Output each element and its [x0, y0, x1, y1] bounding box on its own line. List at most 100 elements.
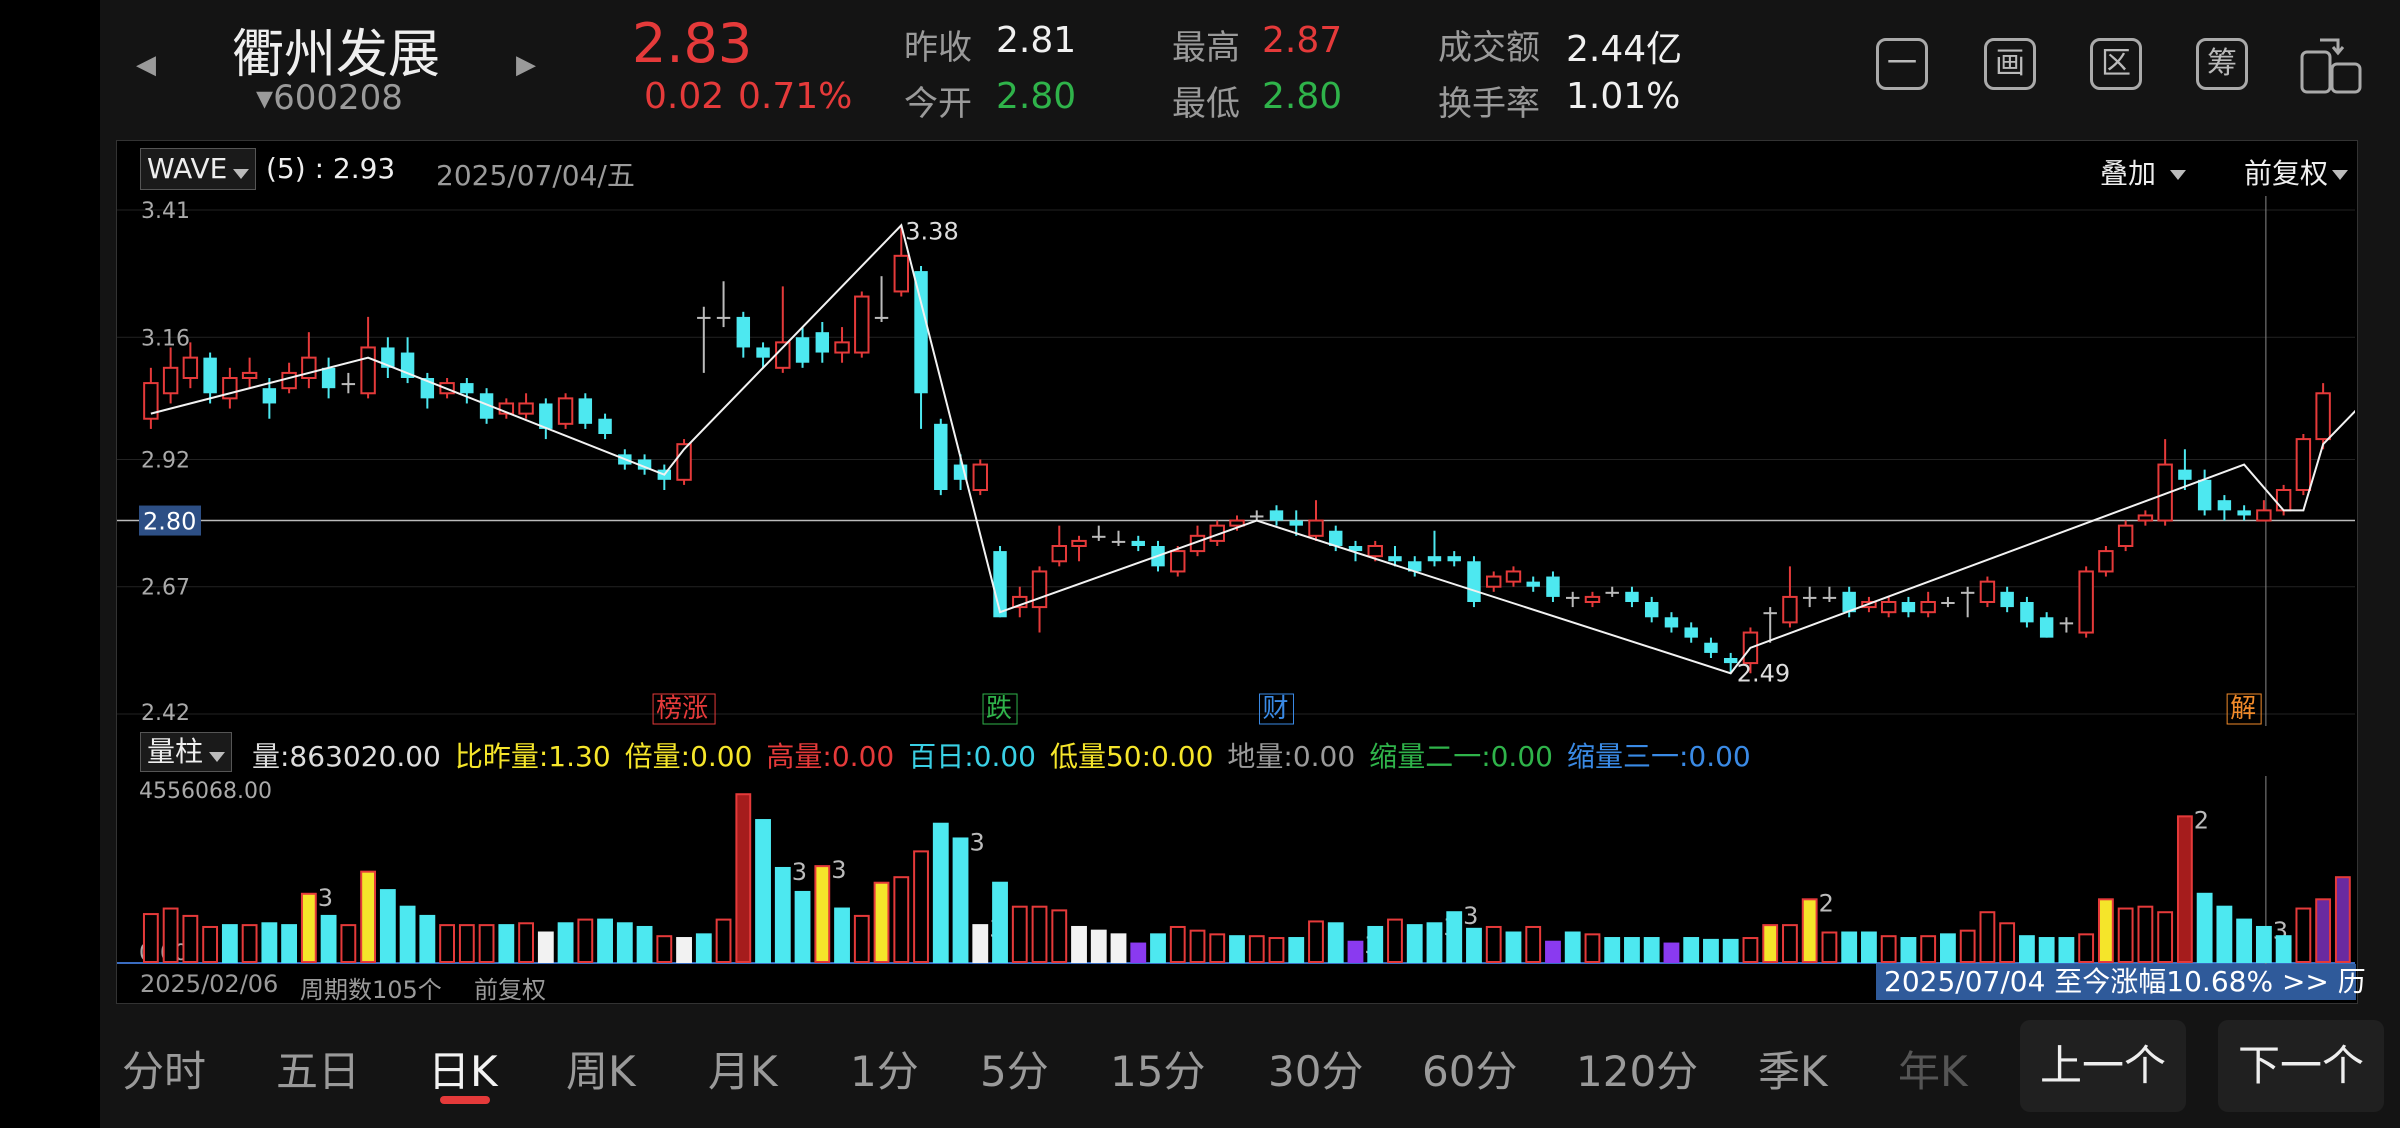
candle — [1526, 576, 1540, 592]
candle-body — [1664, 617, 1679, 628]
wave-label: WAVE — [147, 152, 228, 185]
next-stock-arrow-icon[interactable]: ▶ — [516, 50, 536, 80]
range-icon[interactable]: 区 — [2090, 38, 2142, 90]
volume-chart[interactable]: 4556068.000.0033333333223 — [117, 776, 2355, 966]
tab-60分[interactable]: 60分 — [1422, 1047, 1518, 1096]
candle — [1664, 612, 1679, 633]
wave-indicator-dropdown[interactable]: WAVE — [140, 148, 257, 190]
candle — [1250, 510, 1264, 521]
tab-年K[interactable]: 年K — [1898, 1047, 1968, 1096]
volume-bar — [261, 922, 278, 964]
candle — [301, 332, 317, 389]
tab-5分[interactable]: 5分 — [980, 1047, 1049, 1096]
candle — [1092, 525, 1106, 541]
candle-body — [1447, 556, 1461, 562]
candle — [2039, 612, 2054, 638]
candle-body — [557, 397, 574, 425]
volume-bar — [1920, 935, 1937, 963]
candle-body — [2039, 617, 2054, 638]
volume-bar — [1505, 931, 1522, 964]
prev-button[interactable]: 上一个 — [2020, 1020, 2186, 1112]
tab-15分[interactable]: 15分 — [1110, 1047, 1206, 1096]
volume-bar — [557, 922, 574, 964]
candle-body — [1763, 612, 1777, 615]
candle-body — [1782, 595, 1798, 624]
candle — [1289, 510, 1303, 536]
candle-body — [1367, 545, 1383, 558]
candle-body — [1505, 570, 1522, 583]
candle — [321, 357, 336, 399]
tab-1分[interactable]: 1分 — [850, 1047, 919, 1096]
candle-body — [1329, 530, 1343, 546]
tab-30分[interactable]: 30分 — [1268, 1047, 1364, 1096]
candle-body — [2137, 514, 2154, 522]
volume-bar — [2078, 933, 2095, 963]
tab-120分[interactable]: 120分 — [1576, 1047, 1699, 1096]
event-marker-box — [2226, 693, 2262, 725]
candle-body — [498, 402, 515, 415]
stock-code-dropdown[interactable]: ▾600208 — [256, 78, 403, 118]
tab-日K[interactable]: 日K — [428, 1047, 498, 1096]
volume-bar — [715, 918, 732, 964]
tab-周K[interactable]: 周K — [566, 1047, 636, 1096]
candle — [2295, 434, 2312, 496]
volume-bar — [2275, 935, 2292, 963]
volume-bar — [992, 881, 1008, 963]
candle-body — [1092, 535, 1106, 538]
candle — [2137, 510, 2154, 526]
rotate-screen-icon[interactable] — [2298, 34, 2364, 96]
amount-value: 2.44亿 — [1566, 29, 1683, 70]
volume-bar — [1209, 933, 1226, 963]
candle — [598, 413, 612, 440]
candle — [2315, 383, 2331, 450]
volume-bar — [1722, 938, 1739, 963]
candle-body — [1644, 602, 1659, 618]
volume-bar — [873, 881, 890, 963]
candle-body — [834, 341, 850, 354]
draw-icon[interactable]: 画 — [1984, 38, 2036, 90]
tab-分时[interactable]: 分时 — [122, 1047, 207, 1096]
chips-icon[interactable]: 筹 — [2196, 38, 2248, 90]
candle-body — [1031, 570, 1048, 609]
candle-body — [2078, 570, 2094, 634]
candle-body — [2157, 463, 2173, 522]
volume-bar — [1288, 937, 1305, 964]
active-tab-underline — [440, 1096, 490, 1104]
candle — [1051, 525, 1067, 567]
candle — [1486, 571, 1502, 592]
chart-panel — [116, 140, 2358, 1004]
tab-五日[interactable]: 五日 — [276, 1047, 361, 1096]
volume-bar-label: 3 — [318, 884, 333, 912]
candle-body — [1822, 596, 1837, 599]
volume-bar — [221, 924, 238, 963]
candle-body — [2178, 469, 2192, 480]
candle — [1723, 652, 1738, 674]
amount-label: 成交额 — [1438, 28, 1540, 68]
next-button[interactable]: 下一个 — [2218, 1020, 2384, 1112]
candle — [1388, 546, 1402, 567]
overlay-dropdown[interactable]: 叠加 — [2100, 152, 2187, 192]
volume-bar — [1841, 931, 1858, 964]
candlestick-chart[interactable]: 3.41 3.16 2.92 2.67 2.42 2.80 3.38 2.49 榜涨 跌 财 解 — [117, 196, 2355, 726]
volume-mode-dropdown[interactable]: 量柱 — [140, 732, 233, 772]
candle — [1584, 591, 1601, 608]
adjust-dropdown[interactable]: 前复权 — [2244, 152, 2349, 192]
candle — [162, 347, 179, 404]
tab-月K[interactable]: 月K — [708, 1047, 778, 1096]
range-summary-banner[interactable]: 2025/07/04 至今涨幅10.68% >> 历 — [1876, 964, 2366, 1000]
tab-季K[interactable]: 季K — [1758, 1047, 1828, 1096]
candle-body — [1880, 601, 1897, 614]
candle-body — [578, 398, 593, 424]
prev-stock-arrow-icon[interactable]: ◀ — [136, 50, 156, 80]
candle — [241, 357, 258, 389]
volume-bar — [913, 850, 929, 963]
volume-bar — [1189, 929, 1206, 963]
minus-icon[interactable]: 一 — [1876, 38, 1928, 90]
volume-bar — [2038, 937, 2055, 964]
volume-bar — [1742, 937, 1759, 964]
volume-bar — [834, 907, 850, 963]
volume-bar — [2315, 898, 2332, 963]
volume-bar — [676, 937, 692, 964]
candle-body — [1802, 596, 1817, 599]
volume-bar — [1683, 937, 1700, 964]
